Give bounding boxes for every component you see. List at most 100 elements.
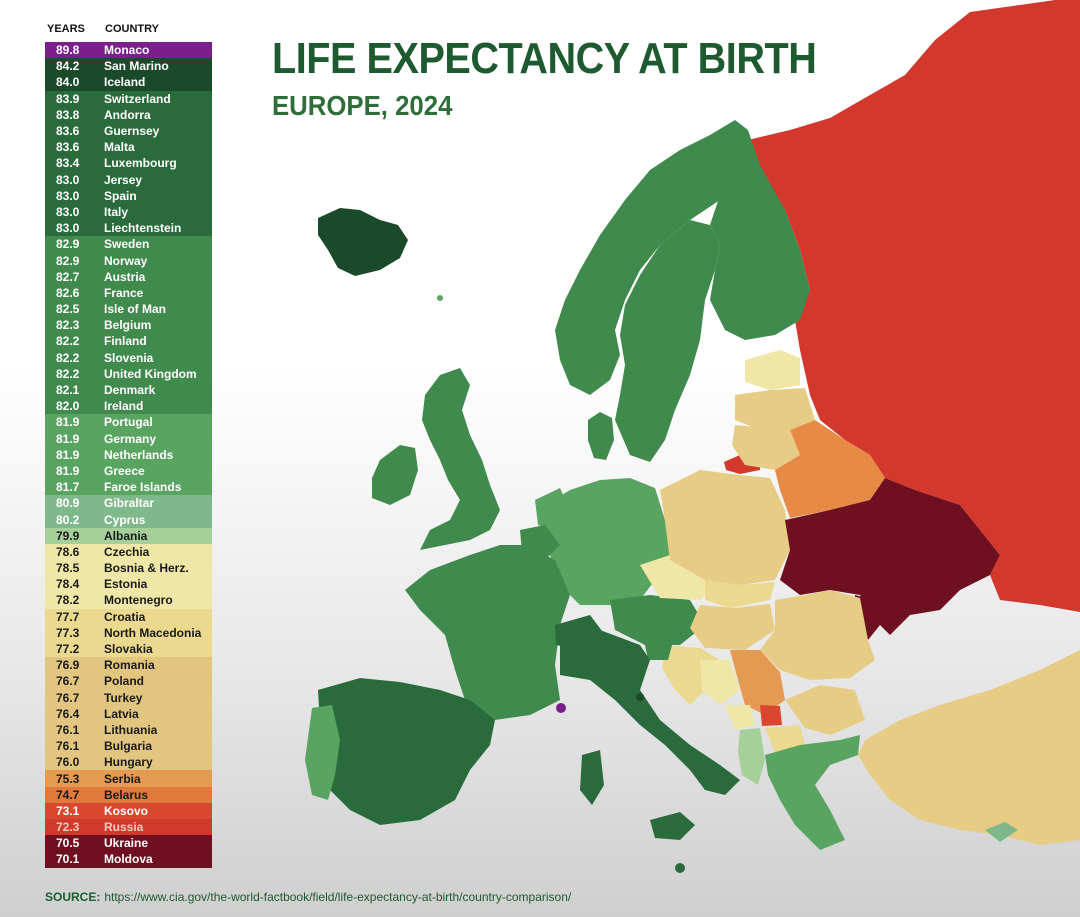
country-malta bbox=[675, 863, 685, 873]
legend-row-years: 78.6 bbox=[56, 544, 80, 559]
legend-row-country: Latvia bbox=[104, 706, 139, 721]
legend-row-country: Spain bbox=[104, 188, 137, 203]
legend-row-country: Isle of Man bbox=[104, 302, 167, 317]
country-bulgaria bbox=[785, 685, 865, 735]
legend-row-country: Italy bbox=[104, 204, 129, 219]
legend-row-years: 82.3 bbox=[56, 318, 80, 333]
country-estonia bbox=[745, 350, 800, 390]
legend-row-country: North Macedonia bbox=[104, 625, 202, 640]
legend-row-country: Ukraine bbox=[104, 836, 149, 851]
legend-row-country: Monaco bbox=[104, 43, 150, 58]
legend-row: 83.0 Liechtenstein bbox=[45, 220, 212, 237]
legend-row: 80.9 Gibraltar bbox=[45, 495, 212, 512]
country-albania bbox=[738, 728, 765, 785]
legend-row-years: 70.5 bbox=[56, 836, 80, 851]
legend-row-years: 73.1 bbox=[56, 803, 80, 818]
legend-row: 83.8 Andorra bbox=[45, 106, 212, 123]
legend-row: 76.7 Turkey bbox=[45, 689, 212, 706]
legend-row-years: 78.5 bbox=[56, 561, 80, 576]
legend-row: 73.1 Kosovo bbox=[45, 802, 212, 819]
legend-row-years: 80.9 bbox=[56, 496, 80, 511]
legend-row-years: 82.9 bbox=[56, 253, 80, 268]
legend-row-country: Portugal bbox=[104, 415, 153, 430]
legend-row-country: Gibraltar bbox=[104, 496, 155, 511]
legend-header: YEARS COUNTRY bbox=[45, 18, 212, 40]
legend-row-years: 82.6 bbox=[56, 285, 80, 300]
legend-row: 81.9 Germany bbox=[45, 430, 212, 447]
country-belarus bbox=[775, 420, 885, 518]
legend-row: 76.7 Poland bbox=[45, 673, 212, 690]
legend-row-country: Ireland bbox=[104, 399, 144, 414]
legend-row-country: Bosnia & Herz. bbox=[104, 561, 189, 576]
legend-row: 81.9 Greece bbox=[45, 462, 212, 480]
map-subtitle: EUROPE, 2024 bbox=[272, 90, 453, 121]
legend-row-country: Belarus bbox=[104, 787, 149, 802]
legend-row: 82.2 Finland bbox=[45, 333, 212, 350]
country-russia bbox=[748, 0, 1080, 612]
country-finland bbox=[710, 135, 810, 340]
legend-row: 82.5 Isle of Man bbox=[45, 301, 212, 318]
legend-row: 76.9 Romania bbox=[45, 657, 212, 674]
legend-row: 70.5 Ukraine bbox=[45, 835, 212, 852]
country-san-marino bbox=[636, 693, 644, 701]
legend-row-country: Croatia bbox=[104, 609, 146, 624]
country-poland bbox=[660, 470, 790, 585]
legend-row-country: Serbia bbox=[104, 771, 141, 786]
legend-row-country: Russia bbox=[104, 820, 144, 835]
legend-row-years: 76.1 bbox=[56, 739, 80, 754]
country-faroe-islands bbox=[437, 295, 443, 301]
legend-row-years: 79.9 bbox=[56, 528, 80, 543]
country-kosovo bbox=[760, 705, 782, 726]
legend-row: 82.2 United Kingdom bbox=[45, 365, 212, 382]
legend-row-country: Romania bbox=[104, 658, 155, 673]
source-line: SOURCE: https://www.cia.gov/the-world-fac… bbox=[45, 890, 571, 904]
legend-row-years: 81.9 bbox=[56, 447, 80, 462]
legend-row-years: 83.0 bbox=[56, 172, 80, 187]
country-united-kingdom bbox=[420, 368, 500, 550]
legend-row-years: 76.7 bbox=[56, 674, 80, 689]
legend-years-header: YEARS bbox=[47, 23, 85, 35]
country-sardinia bbox=[580, 750, 604, 805]
legend-row-years: 82.2 bbox=[56, 350, 80, 365]
legend-row: 75.3 Serbia bbox=[45, 770, 212, 787]
legend-row: 82.1 Denmark bbox=[45, 381, 212, 399]
legend-row-country: Malta bbox=[104, 140, 135, 155]
legend-row-country: Hungary bbox=[104, 755, 153, 770]
legend-row-country: Lithuania bbox=[104, 722, 158, 737]
legend-row-country: Jersey bbox=[104, 172, 143, 187]
country-iceland bbox=[318, 208, 408, 276]
legend-row-country: Norway bbox=[104, 253, 148, 268]
legend-row: 81.9 Portugal bbox=[45, 414, 212, 431]
legend-row-years: 77.2 bbox=[56, 642, 80, 657]
legend-row: 82.0 Ireland bbox=[45, 398, 212, 415]
legend-row-years: 84.2 bbox=[56, 59, 80, 74]
legend-row-years: 81.7 bbox=[56, 480, 80, 495]
legend-row-years: 84.0 bbox=[56, 75, 80, 90]
legend-row-country: Sweden bbox=[104, 237, 150, 252]
legend-row-years: 76.9 bbox=[56, 658, 80, 673]
legend-row-years: 74.7 bbox=[56, 787, 80, 802]
legend-row-country: Liechtenstein bbox=[104, 221, 182, 236]
country-north-macedonia bbox=[765, 725, 805, 752]
country-greece bbox=[765, 735, 860, 850]
legend-row-country: Belgium bbox=[104, 318, 152, 333]
country-france bbox=[405, 545, 570, 720]
country-latvia bbox=[735, 388, 815, 430]
legend-row-country: San Marino bbox=[104, 59, 169, 74]
country-turkey bbox=[858, 650, 1080, 845]
legend-row: 72.3 Russia bbox=[45, 819, 212, 836]
legend-row-country: Poland bbox=[104, 674, 145, 689]
legend-row-years: 82.0 bbox=[56, 399, 80, 414]
legend-row-country: Faroe Islands bbox=[104, 480, 182, 495]
legend-row: 78.2 Montenegro bbox=[45, 592, 212, 609]
legend-row: 83.6 Malta bbox=[45, 139, 212, 156]
legend-row-years: 81.9 bbox=[56, 463, 80, 478]
legend-row-country: Kosovo bbox=[104, 803, 149, 818]
legend-row-years: 80.2 bbox=[56, 512, 80, 527]
legend-row: 83.9 Switzerland bbox=[45, 90, 212, 107]
legend-row-years: 82.2 bbox=[56, 366, 80, 381]
legend-row-country: Switzerland bbox=[104, 91, 171, 106]
legend-row-country: Turkey bbox=[104, 690, 143, 705]
country-austria bbox=[610, 595, 705, 645]
